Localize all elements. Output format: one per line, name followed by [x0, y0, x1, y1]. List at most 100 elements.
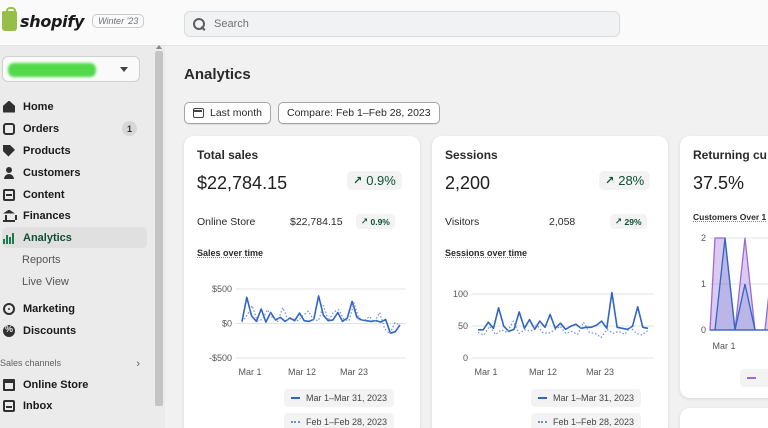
- total-sales-value: $22,784.15: [197, 173, 288, 193]
- sidebar-item-finances[interactable]: Finances: [2, 205, 147, 226]
- total-sales-card[interactable]: Total sales $22,784.15 ↗ 0.9% Online Sto…: [184, 136, 420, 428]
- sidebar-item-inbox[interactable]: Inbox: [2, 395, 147, 416]
- sales-channels-header[interactable]: Sales channels ›: [0, 358, 140, 370]
- home-icon: [3, 100, 15, 113]
- sidebar-item-content[interactable]: Content: [2, 184, 147, 205]
- sidebar-item-online-store[interactable]: Online Store: [2, 374, 147, 395]
- legend-previous: Feb 1–Feb 28, 2023: [531, 413, 642, 428]
- sidebar: Home Orders 1 Products Customers Content…: [0, 45, 165, 428]
- sales-chart: $500 $0 -$500 Mar 1 Mar 12 Mar 23: [209, 284, 406, 377]
- sidebar-item-label: Online Store: [23, 378, 89, 391]
- card-title: Returning cu: [693, 148, 767, 162]
- channel-label: Online Store: [197, 216, 256, 228]
- sidebar-item-label: Discounts: [23, 324, 77, 337]
- store-name-redacted: [8, 63, 96, 77]
- y-tick-label: -$500: [209, 353, 232, 363]
- target-icon: [3, 302, 15, 315]
- solid-line-swatch: [538, 397, 547, 399]
- sidebar-item-label: Customers: [23, 166, 81, 179]
- shopify-logo[interactable]: shopify Winter '23: [2, 7, 145, 31]
- legend-current: Mar 1–Mar 31, 2023: [531, 389, 642, 407]
- x-tick-label: Mar 23: [586, 367, 614, 377]
- change-value: 0.9%: [366, 173, 396, 188]
- sidebar-scrollbar[interactable]: [155, 51, 163, 406]
- orders-icon: [3, 122, 15, 135]
- y-tick-label: 2: [701, 233, 706, 243]
- change-badge: ↗ 0.9%: [347, 171, 402, 190]
- person-icon: [3, 166, 15, 179]
- sidebar-item-products[interactable]: Products: [2, 140, 147, 161]
- sessions-value: 2,200: [445, 173, 491, 193]
- returning-chart: 2 1 0 Mar 1: [701, 233, 768, 351]
- scroll-up-arrow[interactable]: [155, 45, 163, 51]
- y-tick-label: 0: [463, 353, 468, 363]
- sidebar-item-label: Content: [23, 188, 65, 201]
- y-tick-label: 50: [458, 321, 468, 331]
- chart-title: Customers Over 1: [693, 212, 767, 222]
- chart-title: Sessions over time: [445, 248, 528, 258]
- series-line-current: [478, 291, 649, 333]
- card-title: Sessions: [445, 148, 498, 162]
- chart-title: Sales over time: [197, 248, 264, 258]
- visitors-change-value: 29%: [624, 216, 642, 227]
- sidebar-item-label: Live View: [22, 275, 69, 288]
- visitors-change-badge: ↗ 29%: [610, 214, 647, 229]
- date-range-button[interactable]: Last month: [184, 102, 271, 124]
- content-icon: [3, 188, 15, 201]
- chevron-right-icon: ›: [136, 358, 140, 370]
- discount-icon: [3, 324, 15, 337]
- arrow-up-right-icon: ↗: [615, 216, 625, 226]
- sidebar-item-label: Finances: [23, 209, 71, 222]
- visitors-value: 2,058: [549, 216, 576, 228]
- series-area-previous: [710, 237, 768, 331]
- search-placeholder: Search: [214, 18, 249, 30]
- legend-current: [740, 369, 768, 387]
- legend-previous: Feb 1–Feb 28, 2023: [284, 413, 395, 428]
- sidebar-item-live-view[interactable]: Live View: [2, 271, 147, 292]
- dotted-line-swatch: [538, 421, 547, 423]
- series-line-current: [241, 295, 401, 334]
- shopping-bag-icon: [2, 7, 17, 31]
- bar-chart-icon: [3, 232, 15, 244]
- date-range-label: Last month: [210, 107, 262, 119]
- sidebar-item-discounts[interactable]: Discounts: [2, 320, 147, 341]
- sidebar-item-analytics[interactable]: Analytics: [2, 227, 147, 248]
- dotted-line-swatch: [291, 421, 300, 423]
- channel-change-value: 0.9%: [370, 216, 390, 227]
- y-tick-label: $500: [212, 284, 232, 294]
- x-tick-label: Mar 12: [529, 367, 557, 377]
- sidebar-item-orders[interactable]: Orders 1: [2, 118, 147, 139]
- change-value: 28%: [618, 173, 645, 188]
- next-card: [680, 408, 768, 428]
- sidebar-item-label: Marketing: [23, 302, 75, 315]
- x-tick-label: Mar 1: [238, 367, 261, 377]
- series-line-previous: [241, 302, 401, 335]
- page-title: Analytics: [184, 66, 251, 83]
- store-selector[interactable]: [2, 56, 140, 82]
- sales-channels-label: Sales channels: [0, 358, 62, 368]
- sidebar-item-home[interactable]: Home: [2, 96, 147, 117]
- channel-change-badge: ↗ 0.9%: [356, 214, 395, 229]
- sidebar-item-label: Orders: [23, 122, 60, 135]
- change-badge: ↗ 28%: [599, 171, 651, 190]
- legend-label: Mar 1–Mar 31, 2023: [553, 393, 635, 403]
- returning-rate-value: 37.5%: [693, 173, 745, 193]
- sidebar-item-label: Inbox: [23, 399, 53, 412]
- x-tick-label: Mar 1: [474, 367, 497, 377]
- sidebar-item-label: Analytics: [23, 231, 72, 244]
- y-tick-label: 0: [701, 325, 706, 335]
- compare-button[interactable]: Compare: Feb 1–Feb 28, 2023: [278, 102, 440, 124]
- search-input[interactable]: Search: [184, 11, 620, 37]
- calendar-icon: [193, 108, 204, 118]
- legend-label: Feb 1–Feb 28, 2023: [306, 417, 388, 427]
- sidebar-item-label: Reports: [22, 253, 61, 266]
- sidebar-item-customers[interactable]: Customers: [2, 162, 147, 183]
- sidebar-item-marketing[interactable]: Marketing: [2, 298, 147, 319]
- tag-icon: [3, 144, 15, 157]
- legend-label: Feb 1–Feb 28, 2023: [553, 417, 635, 427]
- sidebar-item-reports[interactable]: Reports: [2, 249, 147, 270]
- y-tick-label: 100: [453, 289, 468, 299]
- sessions-card[interactable]: Sessions 2,200 ↗ 28% Visitors 2,058 ↗ 29…: [432, 136, 668, 428]
- sidebar-item-label: Home: [23, 100, 54, 113]
